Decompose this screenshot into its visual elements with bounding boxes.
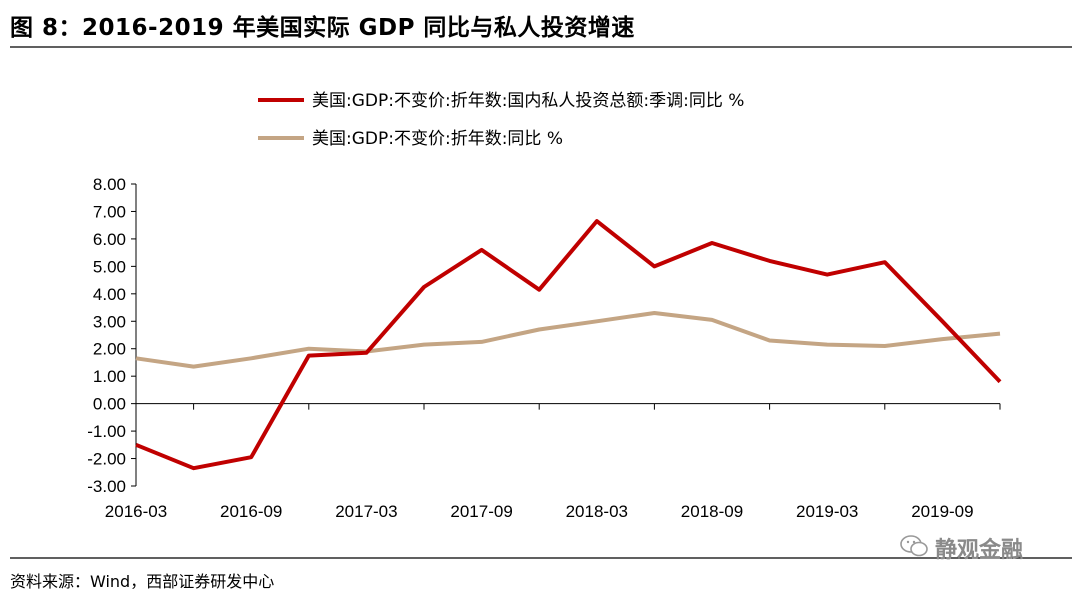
y-tick-label: 7.00 xyxy=(93,202,126,221)
figure-title: 图 8：2016-2019 年美国实际 GDP 同比与私人投资增速 xyxy=(10,15,635,41)
x-tick-label: 2018-03 xyxy=(566,502,628,521)
y-tick-label: 1.00 xyxy=(93,367,126,386)
x-tick-label: 2018-09 xyxy=(681,502,743,521)
y-tick-label: 4.00 xyxy=(93,285,126,304)
y-tick-label: 0.00 xyxy=(93,395,126,414)
x-axis: 2016-03 2016-09 2017-03 2017-09 2018-03 2018-… xyxy=(105,403,1001,521)
watermark-text: 静观金融 xyxy=(935,538,1024,563)
legend-label: 美国:GDP:不变价:折年数:国内私人投资总额:季调:同比 % xyxy=(312,91,744,111)
x-tick-label: 2019-03 xyxy=(796,502,858,521)
y-tick-label: -3.00 xyxy=(87,477,126,496)
x-tick-label: 2017-09 xyxy=(450,502,512,521)
y-tick-label: 5.00 xyxy=(93,257,126,276)
y-tick-label: 8.00 xyxy=(93,175,126,194)
x-tick-label: 2016-09 xyxy=(220,502,282,521)
legend-label: 美国:GDP:不变价:折年数:同比 % xyxy=(312,129,563,149)
y-tick-label: -1.00 xyxy=(87,422,126,441)
series-layer xyxy=(135,219,1002,471)
x-tick-label: 2017-03 xyxy=(335,502,397,521)
source-note: 资料来源：Wind，西部证券研发中心 xyxy=(10,572,275,591)
wechat-icon xyxy=(900,535,928,557)
series-line-private-investment xyxy=(135,219,1002,471)
y-tick-label: 3.00 xyxy=(93,312,126,331)
y-axis: 8.00 7.00 6.00 5.00 4.00 3.00 2.00 1.00 0.00 -1.0… xyxy=(87,175,137,496)
y-tick-label: -2.00 xyxy=(87,450,126,469)
y-tick-label: 6.00 xyxy=(93,230,126,249)
legend: 美国:GDP:不变价:折年数:国内私人投资总额:季调:同比 % 美国:GDP:不变… xyxy=(258,91,744,149)
y-tick-label: 2.00 xyxy=(93,340,126,359)
x-tick-label: 2019-09 xyxy=(911,502,973,521)
x-tick-label: 2016-03 xyxy=(105,502,167,521)
series-line-gdp xyxy=(135,311,1001,369)
